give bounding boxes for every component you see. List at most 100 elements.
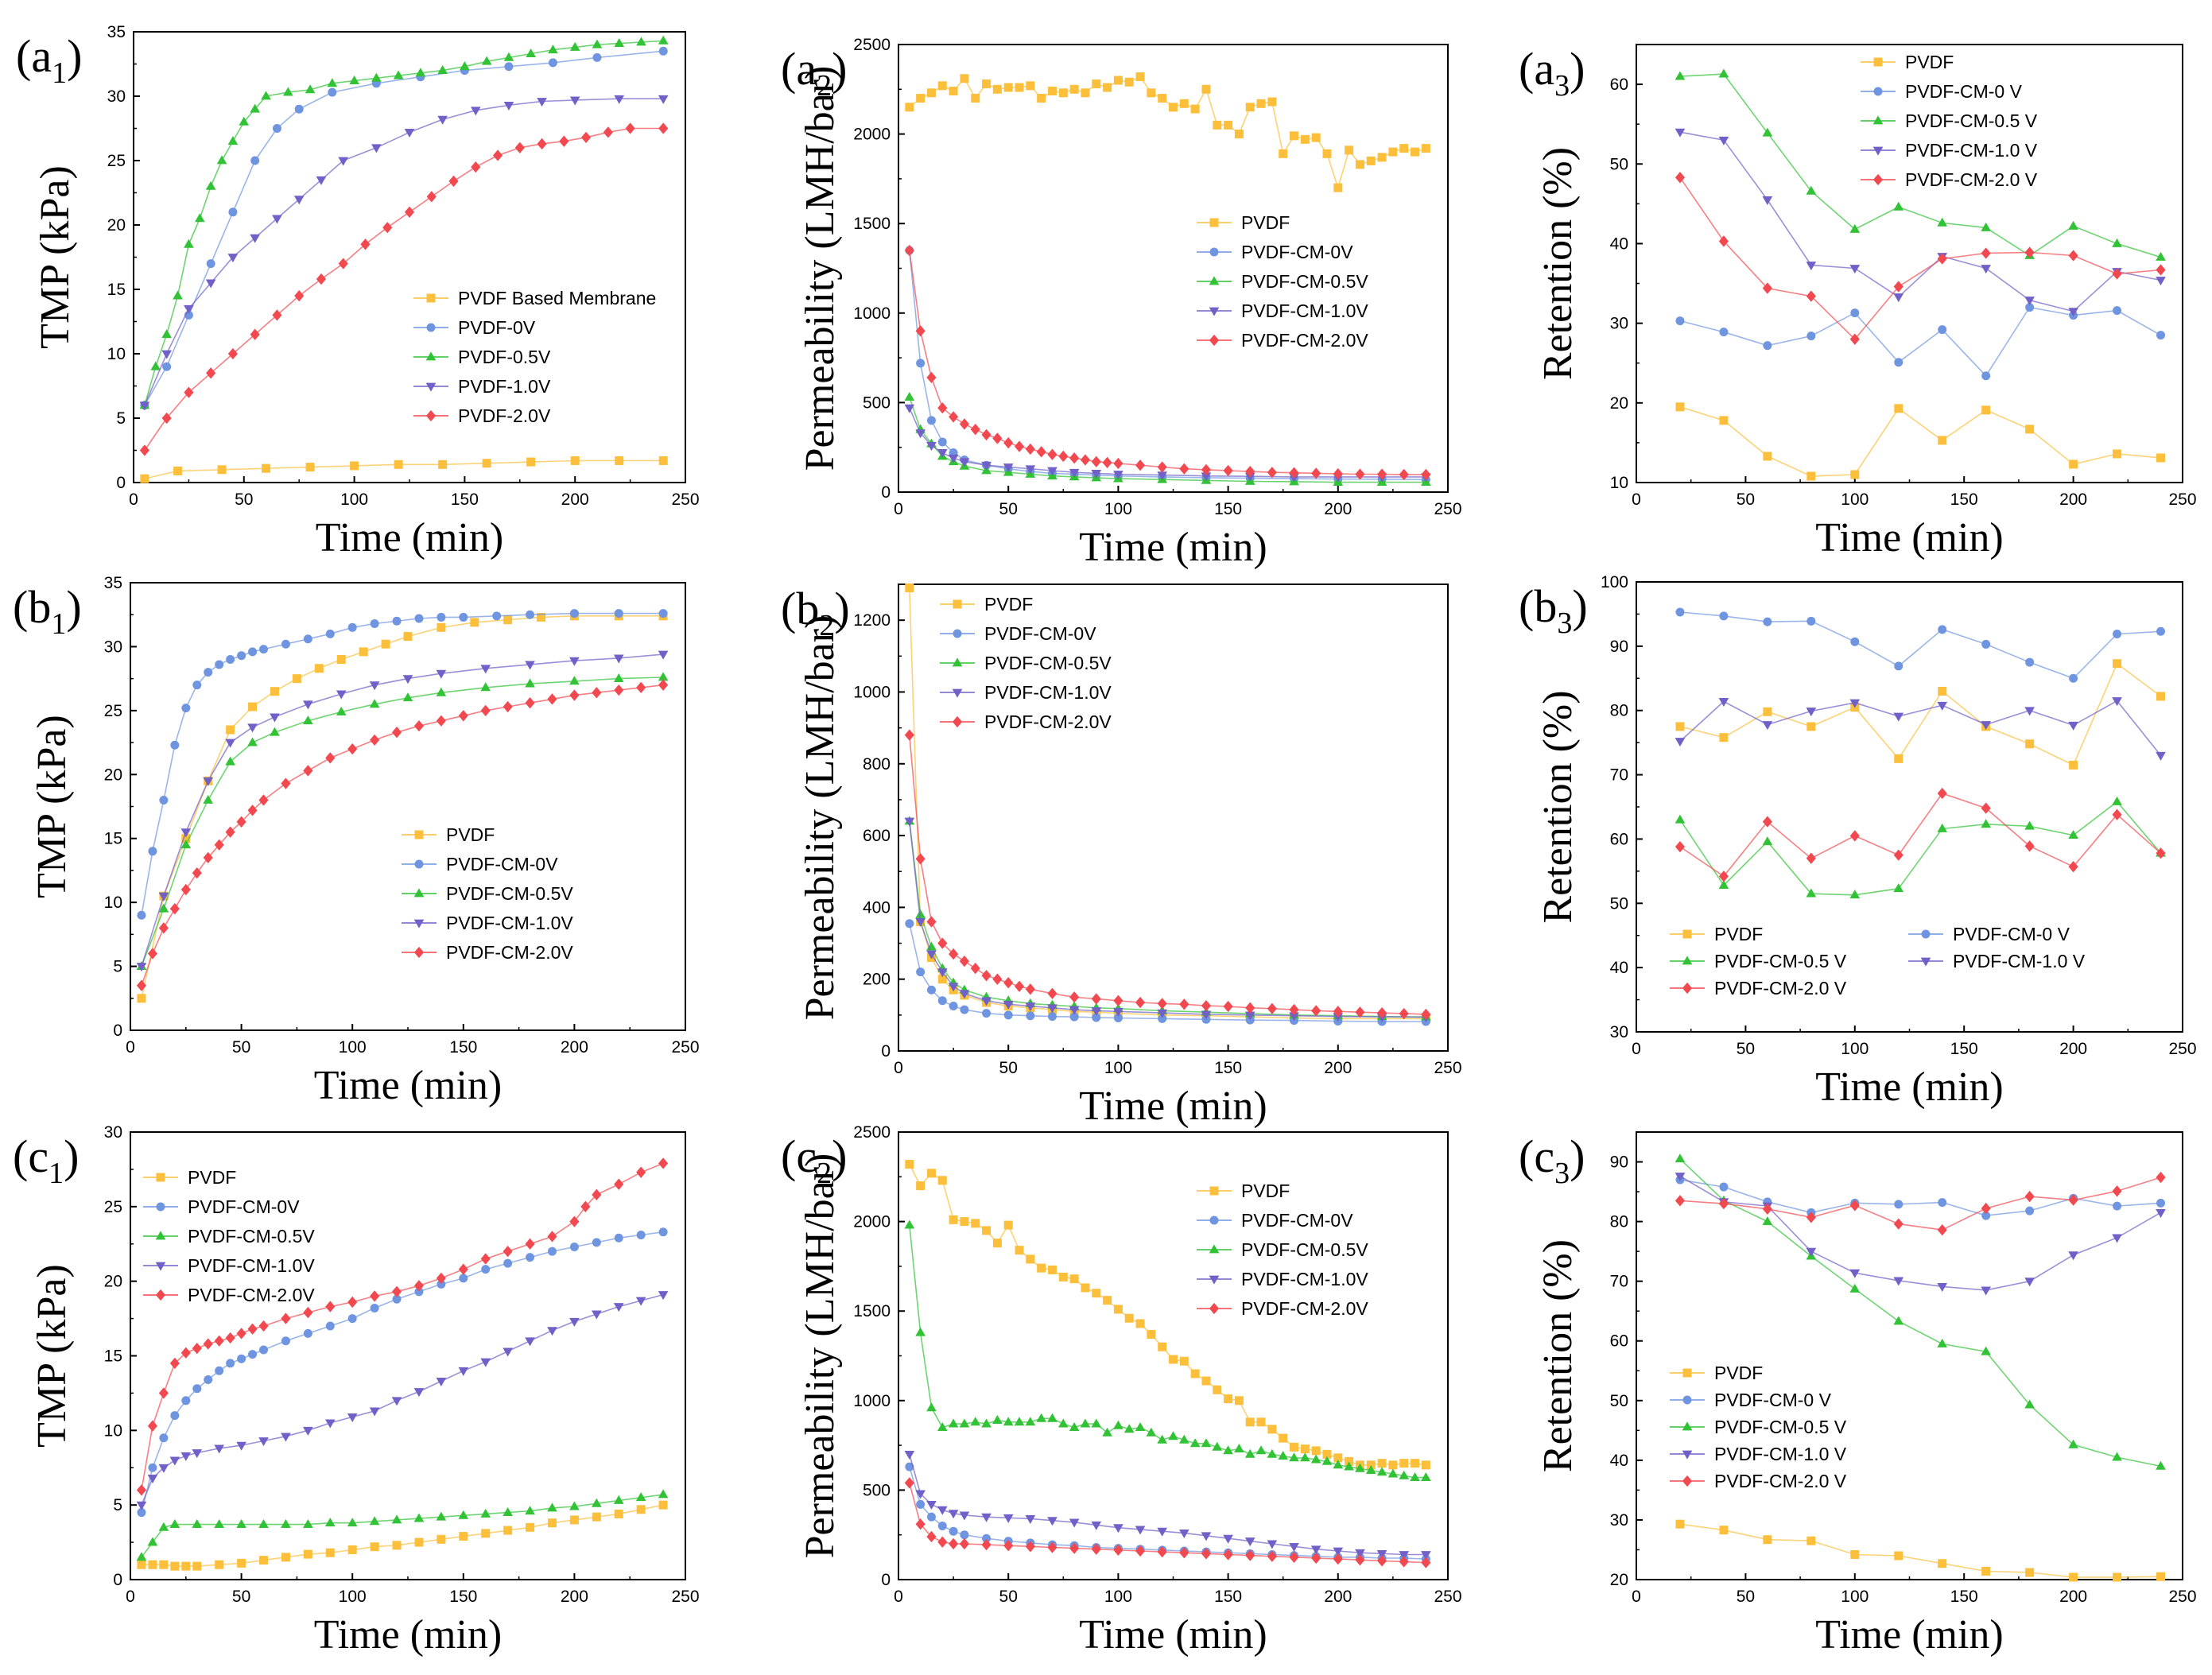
data-point [158, 1464, 169, 1473]
legend-label: PVDF-CM-2.0V [984, 711, 1112, 732]
data-point [1806, 1212, 1816, 1223]
data-point [503, 1258, 513, 1268]
series-line [1679, 176, 2161, 340]
y-tick-label: 1200 [853, 611, 891, 630]
data-point [982, 1226, 992, 1235]
data-point [325, 1548, 335, 1557]
legend-label: PVDF-CM-0V [1241, 1210, 1353, 1231]
series-line [909, 1225, 1426, 1479]
data-point [237, 1354, 246, 1363]
data-point [2156, 1198, 2166, 1208]
data-point [314, 664, 324, 673]
legend-label: PVDF-CM-1.0 V [1953, 951, 2086, 971]
data-point [1365, 1465, 1376, 1475]
series-line [1679, 1158, 2161, 1468]
data-point [1025, 465, 1036, 475]
x-tick-label: 0 [1632, 490, 1641, 509]
y-tick-label: 30 [104, 638, 122, 656]
data-point [1894, 1551, 1903, 1561]
series-line [141, 612, 664, 916]
data-point [148, 847, 157, 856]
data-point [1355, 1006, 1365, 1018]
data-point [214, 1444, 225, 1454]
x-tick-label: 150 [451, 490, 479, 509]
chart-b1: 0 50 100 150 200 250 0 5 10 15 20 25 30 35 Time (min) T… [13, 574, 700, 1108]
data-point [203, 851, 213, 863]
legend-label: PVDF-CM-0 V [1905, 81, 2023, 102]
data-point [1675, 128, 1686, 138]
data-point [347, 1296, 358, 1309]
y-tick-label: 200 [863, 971, 891, 989]
data-point [2156, 331, 2166, 340]
data-point [613, 673, 624, 683]
data-point [426, 191, 437, 203]
data-point [1421, 144, 1430, 153]
data-point [2024, 1399, 2035, 1409]
y-tick-label: 10 [107, 345, 126, 363]
data-point [316, 176, 327, 185]
data-point [948, 983, 959, 992]
series-line [1679, 801, 2162, 896]
x-tick-label: 100 [339, 1588, 367, 1606]
data-point [392, 616, 402, 626]
data-point [1762, 282, 1772, 294]
data-point [161, 329, 172, 339]
data-point [347, 1314, 357, 1324]
data-point [226, 725, 235, 735]
y-tick-label: 800 [863, 755, 891, 774]
legend-marker [952, 657, 963, 667]
data-point [1763, 1535, 1772, 1545]
data-point [1333, 1006, 1343, 1018]
data-point [1267, 1540, 1278, 1549]
x-tick-label: 100 [339, 1038, 367, 1057]
data-point [658, 1157, 669, 1169]
data-point [926, 916, 937, 928]
data-point [503, 1347, 513, 1357]
data-point [1267, 1002, 1277, 1014]
data-point [1190, 104, 1200, 114]
panel-letter: (c [13, 1130, 49, 1182]
data-point [1003, 1514, 1014, 1523]
data-point [391, 727, 402, 739]
data-point [1102, 456, 1112, 468]
series-line [141, 1293, 664, 1506]
y-axis-title: Retention (%) [1535, 690, 1581, 923]
series-2 [139, 35, 669, 409]
legend-label: PVDF-CM-2.0 V [1714, 1471, 1847, 1491]
data-point [1421, 1557, 1431, 1568]
panel-label: (c3) [1519, 1130, 1585, 1190]
legend-label: PVDF-CM-0V [446, 854, 558, 874]
series-4 [904, 1477, 1431, 1568]
data-point [1289, 1012, 1299, 1022]
data-point [1806, 332, 1816, 341]
x-tick-label: 200 [1324, 500, 1352, 518]
data-point [480, 704, 491, 717]
x-tick-label: 150 [1214, 1059, 1242, 1077]
legend-marker [413, 888, 425, 898]
series-3 [139, 95, 669, 411]
data-point [1267, 1550, 1277, 1562]
data-point [503, 700, 513, 713]
data-point [236, 1328, 246, 1340]
data-point [569, 609, 579, 618]
legend-marker [1209, 1186, 1219, 1196]
legend-marker [1872, 115, 1884, 125]
data-point [1103, 1296, 1112, 1305]
y-tick-label: 60 [1610, 1332, 1628, 1351]
data-point [1014, 980, 1025, 992]
x-axis-title: Time (min) [1079, 525, 1267, 570]
y-tick-label: 400 [863, 898, 891, 917]
data-point [1333, 467, 1343, 480]
data-point [436, 687, 447, 696]
data-point [1894, 661, 1903, 671]
data-point [1938, 436, 1947, 445]
data-point [148, 1463, 157, 1472]
data-point [503, 615, 513, 625]
legend-label: PVDF [1241, 1181, 1290, 1201]
y-tick-label: 60 [1610, 830, 1628, 848]
data-point [1092, 1013, 1101, 1022]
data-point [1849, 333, 1860, 345]
chart-b2: 0 50 100 150 200 250 0 200 400 600 800 1000 1200 Time… [781, 583, 1462, 1129]
data-point [915, 909, 926, 918]
data-point [227, 136, 239, 145]
